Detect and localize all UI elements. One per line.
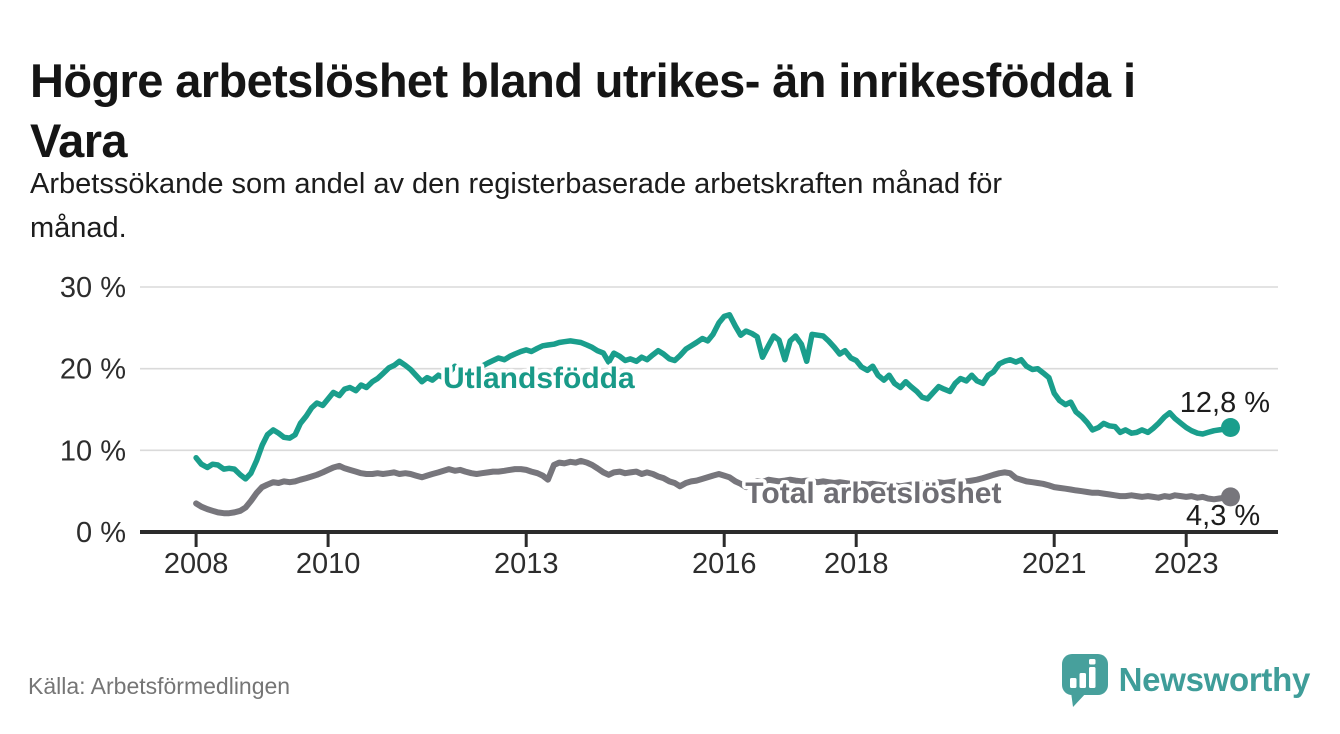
page-title: Högre arbetslöshet bland utrikes- än inr… bbox=[30, 51, 1320, 170]
series-line-utlandsfodda bbox=[193, 312, 1234, 482]
end-value-label-total-arbetsloshet: 4,3 % bbox=[1186, 500, 1260, 532]
y-tick-label-20: 20 % bbox=[60, 354, 126, 386]
end-value-label-utlandsfodda: 12,8 % bbox=[1180, 387, 1270, 419]
x-tick-label-2008: 2008 bbox=[164, 548, 229, 580]
chart-subtitle: Arbetssökande som andel av den registerb… bbox=[30, 163, 1320, 250]
y-tick-label-10: 10 % bbox=[60, 435, 126, 467]
source-note: Källa: Arbetsförmedlingen bbox=[28, 673, 291, 699]
newsworthy-logo-text: Newsworthy bbox=[1118, 661, 1311, 698]
subtitle-line-1: Arbetssökande som andel av den registerb… bbox=[30, 168, 1003, 200]
title-line-1: Högre arbetslöshet bland utrikes- än inr… bbox=[30, 54, 1136, 108]
x-tick-label-2010: 2010 bbox=[296, 548, 361, 580]
x-tick-label-2016: 2016 bbox=[692, 548, 757, 580]
y-tick-label-30: 30 % bbox=[60, 272, 126, 304]
series-end-dot-total-arbetsloshet bbox=[1221, 487, 1240, 507]
title-line-2: Vara bbox=[30, 114, 128, 168]
x-tick-label-2021: 2021 bbox=[1022, 548, 1087, 580]
x-tick-label-2018: 2018 bbox=[824, 548, 889, 580]
subtitle-line-2: månad. bbox=[30, 211, 127, 244]
x-tick-label-2013: 2013 bbox=[494, 548, 559, 580]
newsworthy-logo-icon bbox=[1061, 654, 1108, 707]
newsworthy-logo: Newsworthy bbox=[1060, 652, 1310, 708]
x-tick-label-2023: 2023 bbox=[1154, 548, 1219, 580]
series-end-dot-utlandsfodda bbox=[1221, 418, 1240, 437]
series-label-total-arbetsloshet: Total arbetslöshet bbox=[745, 477, 1001, 510]
y-tick-label-0: 0 % bbox=[76, 517, 126, 549]
series-line-total-arbetsloshet bbox=[193, 457, 1234, 517]
series-label-utlandsfodda: Utlandsfödda bbox=[443, 362, 635, 395]
